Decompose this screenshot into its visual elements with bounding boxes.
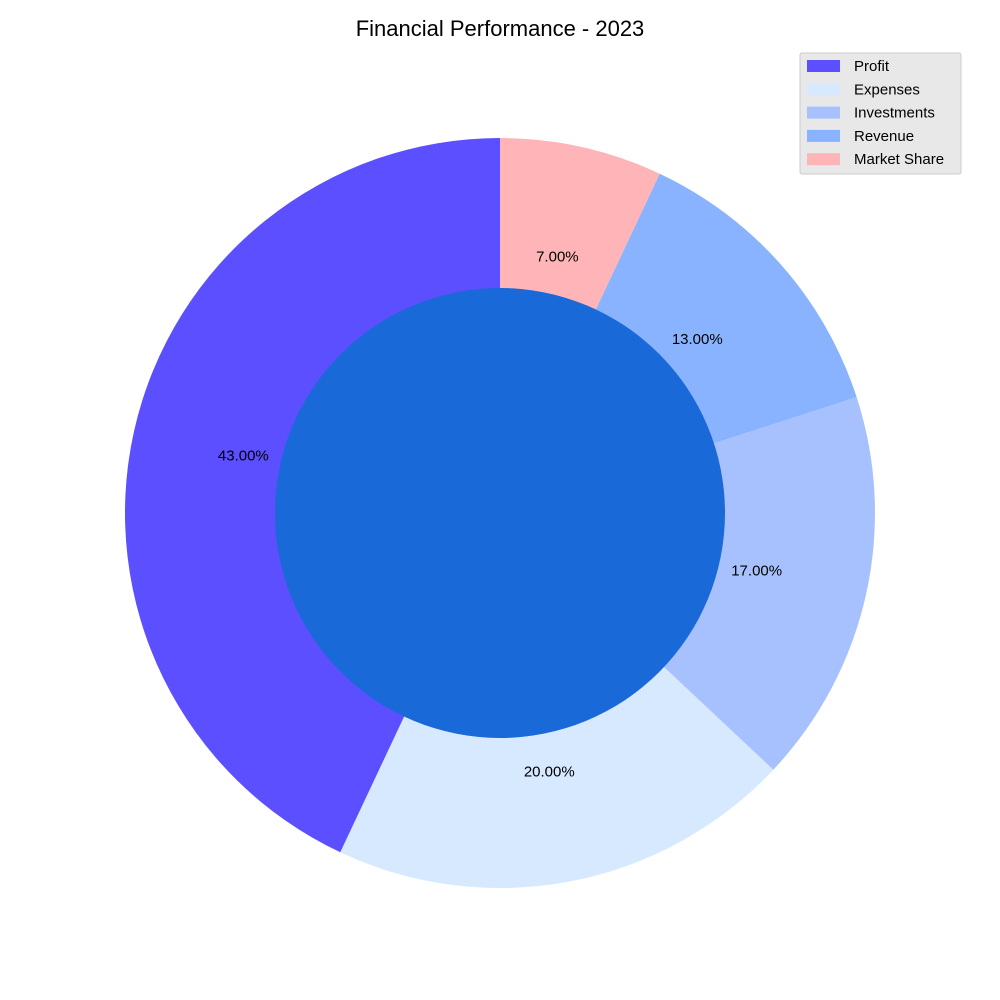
legend-swatch-profit <box>807 60 840 72</box>
pct-label-revenue: 13.00% <box>672 331 723 348</box>
legend-label-investments: Investments <box>854 105 935 122</box>
legend-swatch-investments <box>807 106 840 119</box>
legend-label-market-share: Market Share <box>854 151 944 168</box>
legend-label-revenue: Revenue <box>854 128 914 145</box>
chart-title: Financial Performance - 2023 <box>356 16 645 41</box>
legend-items: Profit Expenses Investments Revenue Market S… <box>807 58 944 168</box>
percentage-labels: 43.00% 20.00% 17.00% 13.00% 7.00% <box>218 248 782 780</box>
pct-label-profit: 43.00% <box>218 448 269 465</box>
pct-label-market-share: 7.00% <box>536 248 579 265</box>
legend-label-profit: Profit <box>854 58 890 75</box>
legend-box <box>799 52 962 175</box>
legend-swatch-expenses <box>807 83 840 96</box>
pct-label-expenses: 20.00% <box>524 763 575 780</box>
donut-center <box>275 288 725 738</box>
legend-swatch-market-share <box>807 153 840 166</box>
legend: Profit Expenses Investments Revenue Market S… <box>799 52 962 175</box>
legend-label-expenses: Expenses <box>854 81 920 98</box>
legend-swatch-revenue <box>807 129 840 142</box>
pct-label-investments: 17.00% <box>731 562 782 579</box>
